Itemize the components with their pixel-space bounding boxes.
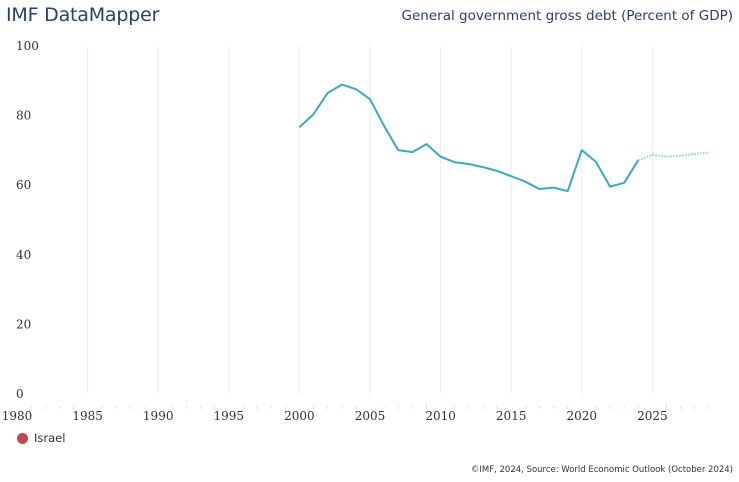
series-line-actual-israel <box>298 83 640 193</box>
x-tick-label-2015: 2015 <box>496 409 527 423</box>
x-tick-label-2000: 2000 <box>284 409 315 423</box>
x-axis: 1980 1985 1990 1995 2000 2005 2010 2015 2020 2025 <box>2 406 710 423</box>
app-title: IMF DataMapper <box>6 4 160 26</box>
y-axis: 0 20 40 60 80 100 <box>16 39 39 401</box>
grid-lines <box>87 46 653 394</box>
y-tick-label-40: 40 <box>16 248 31 262</box>
series-group <box>298 83 709 193</box>
chart-title: General government gross debt (Percent o… <box>401 8 733 24</box>
x-tick-label-1990: 1990 <box>143 409 174 423</box>
x-tick-label-1980: 1980 <box>2 409 33 423</box>
y-tick-label-20: 20 <box>16 317 31 331</box>
legend-label: Israel <box>34 431 66 445</box>
x-tick-label-2010: 2010 <box>425 409 456 423</box>
x-tick-label-2005: 2005 <box>355 409 386 423</box>
source-note: ©IMF, 2024, Source: World Economic Outlo… <box>470 465 733 475</box>
x-tick-label-2025: 2025 <box>637 409 668 423</box>
y-tick-label-100: 100 <box>16 39 39 53</box>
y-tick-label-80: 80 <box>16 109 31 123</box>
x-tick-label-1985: 1985 <box>72 409 103 423</box>
y-tick-label-60: 60 <box>16 178 31 192</box>
line-chart: 0 20 40 60 80 100 1980 1985 1990 1995 2000 2005 201… <box>2 39 710 423</box>
legend-dot-icon <box>17 432 28 444</box>
y-tick-label-0: 0 <box>16 387 24 401</box>
legend-item-israel[interactable]: Israel <box>17 431 65 445</box>
x-tick-label-2020: 2020 <box>567 409 598 423</box>
x-tick-label-1995: 1995 <box>214 409 245 423</box>
series-line-projection-israel <box>637 151 709 162</box>
